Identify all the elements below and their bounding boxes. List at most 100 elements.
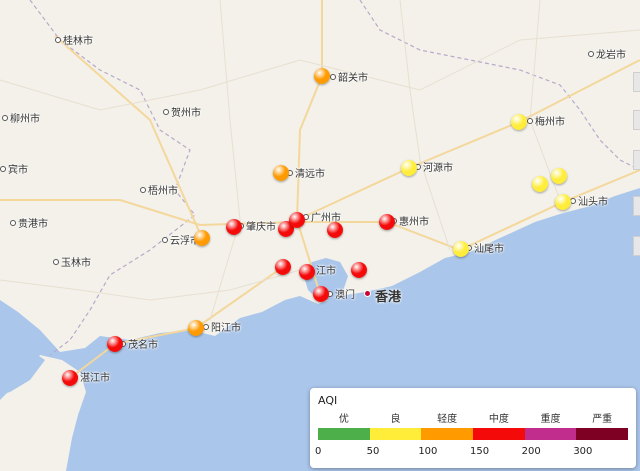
city-name: 贵港市 bbox=[18, 219, 48, 230]
aqi-marker[interactable] bbox=[62, 370, 78, 386]
city-name: 阳江市 bbox=[211, 323, 241, 334]
legend-categories: 优 良 轻度 中度 重度 严重 bbox=[318, 410, 628, 425]
city-label-wuzhou: 梧州市 bbox=[140, 186, 178, 198]
city-name: 汕尾市 bbox=[474, 244, 504, 255]
city-name: 梧州市 bbox=[148, 186, 178, 197]
city-name: 清远市 bbox=[295, 169, 325, 180]
city-name: 宾市 bbox=[8, 165, 28, 176]
city-name: 广州市 bbox=[311, 213, 341, 224]
city-label-yulin: 玉林市 bbox=[53, 258, 91, 270]
legend-cat-heavy: 重度 bbox=[540, 414, 561, 425]
city-dot-icon bbox=[330, 74, 336, 80]
city-dot-icon bbox=[53, 259, 59, 265]
legend-cat-severe: 严重 bbox=[592, 414, 613, 425]
aqi-marker[interactable] bbox=[299, 264, 315, 280]
aqi-marker[interactable] bbox=[453, 241, 469, 257]
aqi-marker[interactable] bbox=[107, 336, 123, 352]
city-name: 茂名市 bbox=[128, 340, 158, 351]
aqi-marker[interactable] bbox=[313, 286, 329, 302]
city-dot-icon bbox=[588, 51, 594, 57]
legend-cat-good: 良 bbox=[390, 414, 401, 425]
legend-swatch bbox=[473, 428, 525, 440]
side-tab-3[interactable] bbox=[633, 150, 640, 170]
aqi-marker[interactable] bbox=[289, 212, 305, 228]
city-dot-icon bbox=[527, 118, 533, 124]
legend-tick: 100 bbox=[418, 446, 438, 457]
city-name: 桂林市 bbox=[63, 36, 93, 47]
city-name: 玉林市 bbox=[61, 258, 91, 269]
city-label-guigang: 贵港市 bbox=[10, 219, 48, 231]
city-name: 肇庆市 bbox=[246, 222, 276, 233]
city-label-meizhou: 梅州市 bbox=[527, 117, 565, 129]
aqi-marker[interactable] bbox=[327, 222, 343, 238]
aqi-marker[interactable] bbox=[532, 176, 548, 192]
legend-swatch bbox=[524, 428, 577, 440]
city-name: 柳州市 bbox=[10, 114, 40, 125]
city-label-heyuan: 河源市 bbox=[415, 163, 453, 175]
legend-swatch bbox=[369, 428, 422, 440]
city-name: 澳门 bbox=[335, 290, 355, 301]
city-name: 龙岩市 bbox=[596, 50, 626, 61]
city-label-guilin: 桂林市 bbox=[55, 36, 93, 48]
aqi-legend: AQI 优 良 轻度 中度 重度 严重 0 50 100 150 200 300 bbox=[310, 388, 636, 468]
legend-tick: 0 bbox=[315, 446, 322, 457]
side-tab-1[interactable] bbox=[633, 72, 640, 92]
city-label-hezhou: 贺州市 bbox=[163, 108, 201, 120]
city-name: 惠州市 bbox=[399, 217, 429, 228]
legend-tick: 200 bbox=[521, 446, 541, 457]
legend-tick: 300 bbox=[573, 446, 593, 457]
legend-cat-moderate: 中度 bbox=[488, 414, 509, 425]
aqi-marker[interactable] bbox=[188, 320, 204, 336]
aqi-marker[interactable] bbox=[275, 259, 291, 275]
legend-ticks: 0 50 100 150 200 300 bbox=[315, 446, 628, 460]
aqi-marker[interactable] bbox=[511, 114, 527, 130]
aqi-marker[interactable] bbox=[314, 68, 330, 84]
aqi-marker[interactable] bbox=[351, 262, 367, 278]
city-label-yunfu: 云浮市 bbox=[162, 236, 200, 248]
city-name: 贺州市 bbox=[171, 108, 201, 119]
city-dot-icon bbox=[55, 37, 61, 43]
city-label-longyan: 龙岩市 bbox=[588, 50, 626, 62]
city-dot-icon bbox=[162, 237, 168, 243]
city-label-huizhou: 惠州市 bbox=[391, 217, 429, 229]
aqi-marker[interactable] bbox=[551, 168, 567, 184]
city-label-aomen: 澳门 bbox=[327, 290, 355, 302]
city-dot-icon bbox=[163, 109, 169, 115]
side-tab-2[interactable] bbox=[633, 110, 640, 130]
aqi-marker[interactable] bbox=[401, 160, 417, 176]
aqi-marker[interactable] bbox=[226, 219, 242, 235]
legend-swatch bbox=[576, 428, 629, 440]
hongkong-label: 香港 bbox=[375, 290, 402, 305]
aqi-marker[interactable] bbox=[555, 194, 571, 210]
aqi-marker[interactable] bbox=[194, 230, 210, 246]
city-dot-icon bbox=[140, 187, 146, 193]
side-tab-5[interactable] bbox=[633, 236, 640, 256]
city-label-qingyuan: 清远市 bbox=[287, 169, 325, 181]
city-label-liuzhou: 柳州市 bbox=[2, 114, 40, 126]
hongkong-marker bbox=[364, 290, 371, 297]
legend-tick: 50 bbox=[366, 446, 380, 457]
city-label-shanwei: 汕尾市 bbox=[466, 244, 504, 256]
city-dot-icon bbox=[2, 115, 8, 121]
legend-swatch bbox=[421, 428, 474, 440]
city-label-yangjiang: 阳江市 bbox=[203, 323, 241, 335]
legend-cat-excellent: 优 bbox=[338, 414, 349, 425]
aqi-marker[interactable] bbox=[379, 214, 395, 230]
city-name: 湛江市 bbox=[80, 373, 110, 384]
city-name: 江市 bbox=[316, 266, 336, 277]
legend-swatch bbox=[318, 428, 370, 440]
city-name: 梅州市 bbox=[535, 117, 565, 128]
city-name: 河源市 bbox=[423, 163, 453, 174]
city-label-zhaoqing: 肇庆市 bbox=[238, 222, 276, 234]
side-tab-4[interactable] bbox=[633, 196, 640, 216]
city-label-shaoguan: 韶关市 bbox=[330, 73, 368, 85]
aqi-marker[interactable] bbox=[273, 165, 289, 181]
legend-color-bar bbox=[318, 428, 629, 440]
city-dot-icon bbox=[10, 220, 16, 226]
city-label-bin: 宾市 bbox=[0, 165, 28, 177]
city-name: 汕头市 bbox=[578, 197, 608, 208]
city-label-shantou: 汕头市 bbox=[570, 197, 608, 209]
legend-tick: 150 bbox=[470, 446, 490, 457]
city-dot-icon bbox=[0, 166, 6, 172]
